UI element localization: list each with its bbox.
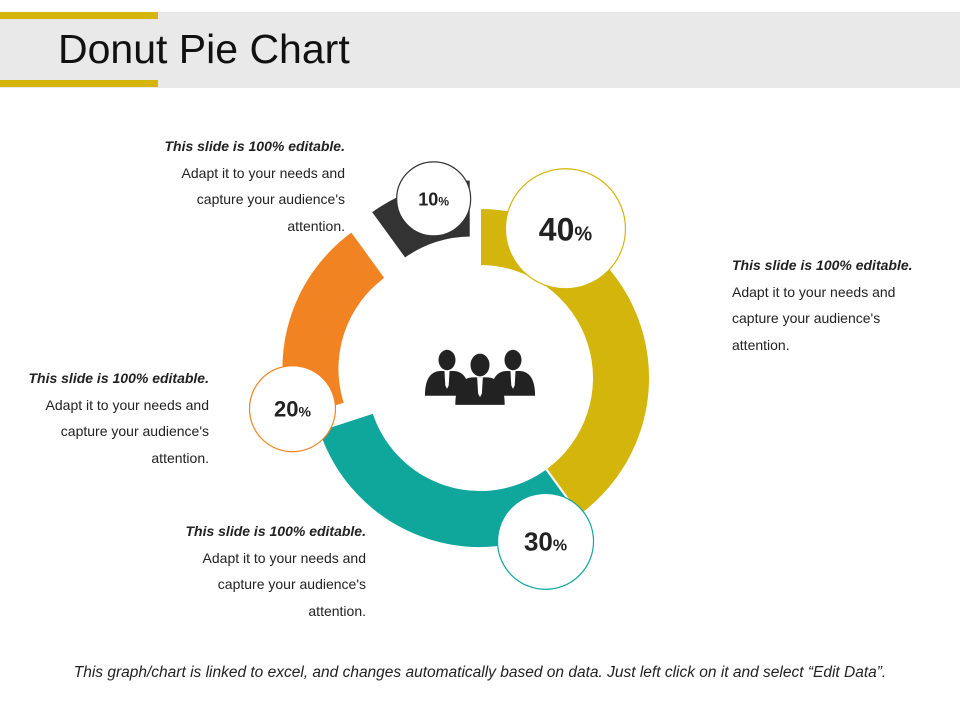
note-20-line-3: attention.: [151, 449, 209, 466]
footer-note: This graph/chart is linked to excel, and…: [73, 664, 887, 681]
value-bubble-20: [248, 365, 337, 453]
value-bubble-10: [396, 161, 472, 237]
value-label-10: 10%: [418, 189, 449, 209]
note-20-head: This slide is 100% editable.: [28, 370, 209, 386]
title-accent-top: [0, 12, 158, 19]
note-20: This slide is 100% editable. Adapt it to…: [28, 365, 209, 471]
title-bar: [0, 12, 960, 88]
note-40-head: This slide is 100% editable.: [732, 257, 913, 273]
note-20-line-2: capture your audience's: [60, 423, 209, 439]
people-group-icon: [424, 349, 536, 405]
note-10-head: This slide is 100% editable.: [164, 138, 345, 154]
value-bubble-40: [504, 168, 627, 290]
note-30-line-3: attention.: [308, 602, 366, 619]
note-10-line-1: Adapt it to your needs and: [181, 164, 345, 181]
note-10: This slide is 100% editable. Adapt it to…: [164, 133, 345, 239]
note-40: This slide is 100% editable. Adapt it to…: [732, 252, 913, 358]
note-30-head: This slide is 100% editable.: [185, 523, 366, 539]
note-30-line-1: Adapt it to your needs and: [202, 549, 366, 566]
note-10-line-2: capture your audience's: [196, 191, 345, 207]
note-40-line-2: capture your audience's: [732, 310, 881, 326]
page-title: Donut Pie Chart: [58, 26, 350, 72]
note-40-line-1: Adapt it to your needs and: [732, 283, 896, 300]
note-20-line-1: Adapt it to your needs and: [45, 396, 209, 413]
note-30: This slide is 100% editable. Adapt it to…: [185, 518, 366, 624]
value-label-40: 40%: [539, 211, 593, 247]
note-40-line-3: attention.: [732, 336, 790, 353]
value-label-30: 30%: [524, 527, 567, 557]
note-10-line-3: attention.: [287, 217, 345, 234]
title-accent-bottom: [0, 80, 158, 87]
value-label-20: 20%: [274, 397, 311, 422]
note-30-line-2: capture your audience's: [217, 576, 366, 592]
value-bubble-30: [496, 492, 595, 590]
